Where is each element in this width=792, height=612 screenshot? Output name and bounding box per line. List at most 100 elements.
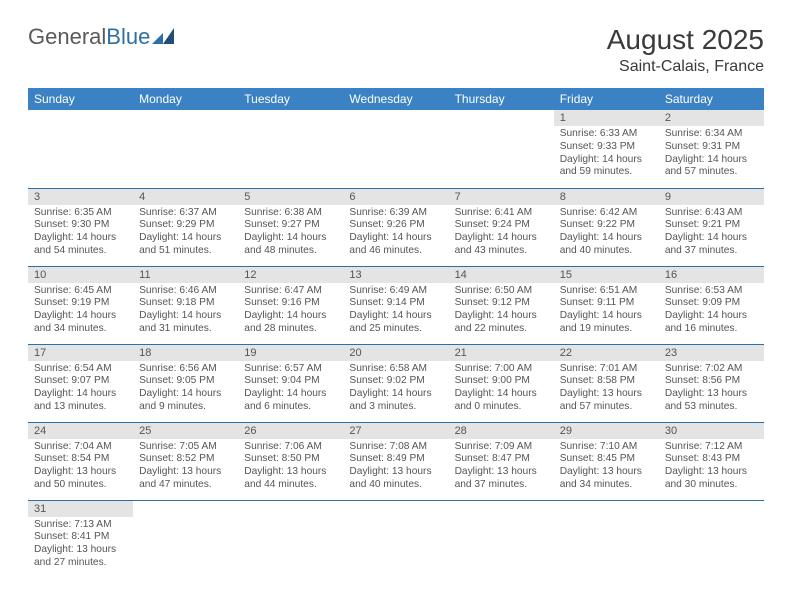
day-number: 9 bbox=[659, 189, 764, 205]
day-content: Sunrise: 7:02 AMSunset: 8:56 PMDaylight:… bbox=[659, 361, 764, 418]
sunrise-text: Sunrise: 6:33 AM bbox=[560, 128, 653, 141]
daylight-text: Daylight: 14 hours and 31 minutes. bbox=[139, 310, 232, 336]
day-number: 11 bbox=[133, 267, 238, 283]
daylight-text: Daylight: 14 hours and 37 minutes. bbox=[665, 232, 758, 258]
day-number: 2 bbox=[659, 110, 764, 126]
calendar-cell: 27Sunrise: 7:08 AMSunset: 8:49 PMDayligh… bbox=[343, 422, 448, 500]
calendar-row: 10Sunrise: 6:45 AMSunset: 9:19 PMDayligh… bbox=[28, 266, 764, 344]
day-number: 21 bbox=[449, 345, 554, 361]
daylight-text: Daylight: 13 hours and 30 minutes. bbox=[665, 466, 758, 492]
day-content: Sunrise: 6:46 AMSunset: 9:18 PMDaylight:… bbox=[133, 283, 238, 340]
sunrise-text: Sunrise: 7:12 AM bbox=[665, 441, 758, 454]
day-number: 8 bbox=[554, 189, 659, 205]
day-number: 17 bbox=[28, 345, 133, 361]
day-number: 31 bbox=[28, 501, 133, 517]
sunrise-text: Sunrise: 6:58 AM bbox=[349, 363, 442, 376]
sunset-text: Sunset: 9:09 PM bbox=[665, 297, 758, 310]
calendar-cell: 18Sunrise: 6:56 AMSunset: 9:05 PMDayligh… bbox=[133, 344, 238, 422]
day-content: Sunrise: 7:01 AMSunset: 8:58 PMDaylight:… bbox=[554, 361, 659, 418]
sunrise-text: Sunrise: 7:10 AM bbox=[560, 441, 653, 454]
calendar-cell: 22Sunrise: 7:01 AMSunset: 8:58 PMDayligh… bbox=[554, 344, 659, 422]
sunrise-text: Sunrise: 7:08 AM bbox=[349, 441, 442, 454]
day-number: 28 bbox=[449, 423, 554, 439]
day-number: 26 bbox=[238, 423, 343, 439]
day-content: Sunrise: 6:43 AMSunset: 9:21 PMDaylight:… bbox=[659, 205, 764, 262]
day-number: 7 bbox=[449, 189, 554, 205]
calendar-cell: 3Sunrise: 6:35 AMSunset: 9:30 PMDaylight… bbox=[28, 188, 133, 266]
calendar-cell-empty bbox=[238, 500, 343, 578]
sunset-text: Sunset: 8:47 PM bbox=[455, 453, 548, 466]
calendar-cell-empty bbox=[133, 110, 238, 188]
day-content: Sunrise: 6:49 AMSunset: 9:14 PMDaylight:… bbox=[343, 283, 448, 340]
calendar-row: 31Sunrise: 7:13 AMSunset: 8:41 PMDayligh… bbox=[28, 500, 764, 578]
day-content: Sunrise: 6:57 AMSunset: 9:04 PMDaylight:… bbox=[238, 361, 343, 418]
page-title: August 2025 bbox=[607, 24, 764, 56]
day-number: 30 bbox=[659, 423, 764, 439]
sunrise-text: Sunrise: 7:00 AM bbox=[455, 363, 548, 376]
daylight-text: Daylight: 13 hours and 47 minutes. bbox=[139, 466, 232, 492]
calendar-cell: 1Sunrise: 6:33 AMSunset: 9:33 PMDaylight… bbox=[554, 110, 659, 188]
sunset-text: Sunset: 9:24 PM bbox=[455, 219, 548, 232]
sunrise-text: Sunrise: 6:45 AM bbox=[34, 285, 127, 298]
calendar-row: 24Sunrise: 7:04 AMSunset: 8:54 PMDayligh… bbox=[28, 422, 764, 500]
daylight-text: Daylight: 14 hours and 3 minutes. bbox=[349, 388, 442, 414]
day-number: 14 bbox=[449, 267, 554, 283]
daylight-text: Daylight: 14 hours and 0 minutes. bbox=[455, 388, 548, 414]
day-number: 5 bbox=[238, 189, 343, 205]
sunrise-text: Sunrise: 6:39 AM bbox=[349, 207, 442, 220]
weekday-header: Monday bbox=[133, 88, 238, 110]
daylight-text: Daylight: 13 hours and 50 minutes. bbox=[34, 466, 127, 492]
sunset-text: Sunset: 9:04 PM bbox=[244, 375, 337, 388]
calendar-head: SundayMondayTuesdayWednesdayThursdayFrid… bbox=[28, 88, 764, 110]
weekday-row: SundayMondayTuesdayWednesdayThursdayFrid… bbox=[28, 88, 764, 110]
daylight-text: Daylight: 14 hours and 43 minutes. bbox=[455, 232, 548, 258]
sunrise-text: Sunrise: 6:49 AM bbox=[349, 285, 442, 298]
sunset-text: Sunset: 9:31 PM bbox=[665, 141, 758, 154]
day-number: 15 bbox=[554, 267, 659, 283]
calendar-cell: 7Sunrise: 6:41 AMSunset: 9:24 PMDaylight… bbox=[449, 188, 554, 266]
day-content: Sunrise: 6:45 AMSunset: 9:19 PMDaylight:… bbox=[28, 283, 133, 340]
day-number: 24 bbox=[28, 423, 133, 439]
calendar-table: SundayMondayTuesdayWednesdayThursdayFrid… bbox=[28, 88, 764, 578]
daylight-text: Daylight: 14 hours and 25 minutes. bbox=[349, 310, 442, 336]
daylight-text: Daylight: 13 hours and 37 minutes. bbox=[455, 466, 548, 492]
logo: GeneralBlue bbox=[28, 24, 174, 50]
day-number: 6 bbox=[343, 189, 448, 205]
day-number: 16 bbox=[659, 267, 764, 283]
sunrise-text: Sunrise: 6:51 AM bbox=[560, 285, 653, 298]
calendar-cell: 24 Sunrise: 7:04 AMSunset: 8:54 PMDayligh… bbox=[28, 422, 133, 500]
calendar-row: 1Sunrise: 6:33 AMSunset: 9:33 PMDaylight… bbox=[28, 110, 764, 188]
day-number: 29 bbox=[554, 423, 659, 439]
calendar-cell: 6Sunrise: 6:39 AMSunset: 9:26 PMDaylight… bbox=[343, 188, 448, 266]
daylight-text: Daylight: 14 hours and 16 minutes. bbox=[665, 310, 758, 336]
sunset-text: Sunset: 9:02 PM bbox=[349, 375, 442, 388]
weekday-header: Saturday bbox=[659, 88, 764, 110]
title-block: August 2025 Saint-Calais, France bbox=[607, 24, 764, 76]
daylight-text: Daylight: 14 hours and 48 minutes. bbox=[244, 232, 337, 258]
calendar-cell-empty bbox=[554, 500, 659, 578]
sunrise-text: Sunrise: 6:50 AM bbox=[455, 285, 548, 298]
day-content: Sunrise: 6:38 AMSunset: 9:27 PMDaylight:… bbox=[238, 205, 343, 262]
sunrise-text: Sunrise: 6:56 AM bbox=[139, 363, 232, 376]
day-number: 3 bbox=[28, 189, 133, 205]
sunset-text: Sunset: 8:54 PM bbox=[34, 453, 127, 466]
day-number: 27 bbox=[343, 423, 448, 439]
calendar-cell-empty bbox=[449, 110, 554, 188]
day-number: 22 bbox=[554, 345, 659, 361]
sunrise-text: Sunrise: 6:43 AM bbox=[665, 207, 758, 220]
calendar-row: 3Sunrise: 6:35 AMSunset: 9:30 PMDaylight… bbox=[28, 188, 764, 266]
day-content: Sunrise: 6:37 AMSunset: 9:29 PMDaylight:… bbox=[133, 205, 238, 262]
sunset-text: Sunset: 9:14 PM bbox=[349, 297, 442, 310]
day-content: Sunrise: 6:50 AMSunset: 9:12 PMDaylight:… bbox=[449, 283, 554, 340]
calendar-cell: 12Sunrise: 6:47 AMSunset: 9:16 PMDayligh… bbox=[238, 266, 343, 344]
daylight-text: Daylight: 14 hours and 28 minutes. bbox=[244, 310, 337, 336]
sunrise-text: Sunrise: 7:05 AM bbox=[139, 441, 232, 454]
sunrise-text: Sunrise: 7:04 AM bbox=[34, 441, 127, 454]
calendar-cell: 10Sunrise: 6:45 AMSunset: 9:19 PMDayligh… bbox=[28, 266, 133, 344]
day-number: 1 bbox=[554, 110, 659, 126]
day-content: Sunrise: 7:09 AMSunset: 8:47 PMDaylight:… bbox=[449, 439, 554, 496]
sunset-text: Sunset: 9:33 PM bbox=[560, 141, 653, 154]
sunrise-text: Sunrise: 6:35 AM bbox=[34, 207, 127, 220]
day-content: Sunrise: 7:12 AMSunset: 8:43 PMDaylight:… bbox=[659, 439, 764, 496]
logo-text-1: General bbox=[28, 24, 106, 50]
